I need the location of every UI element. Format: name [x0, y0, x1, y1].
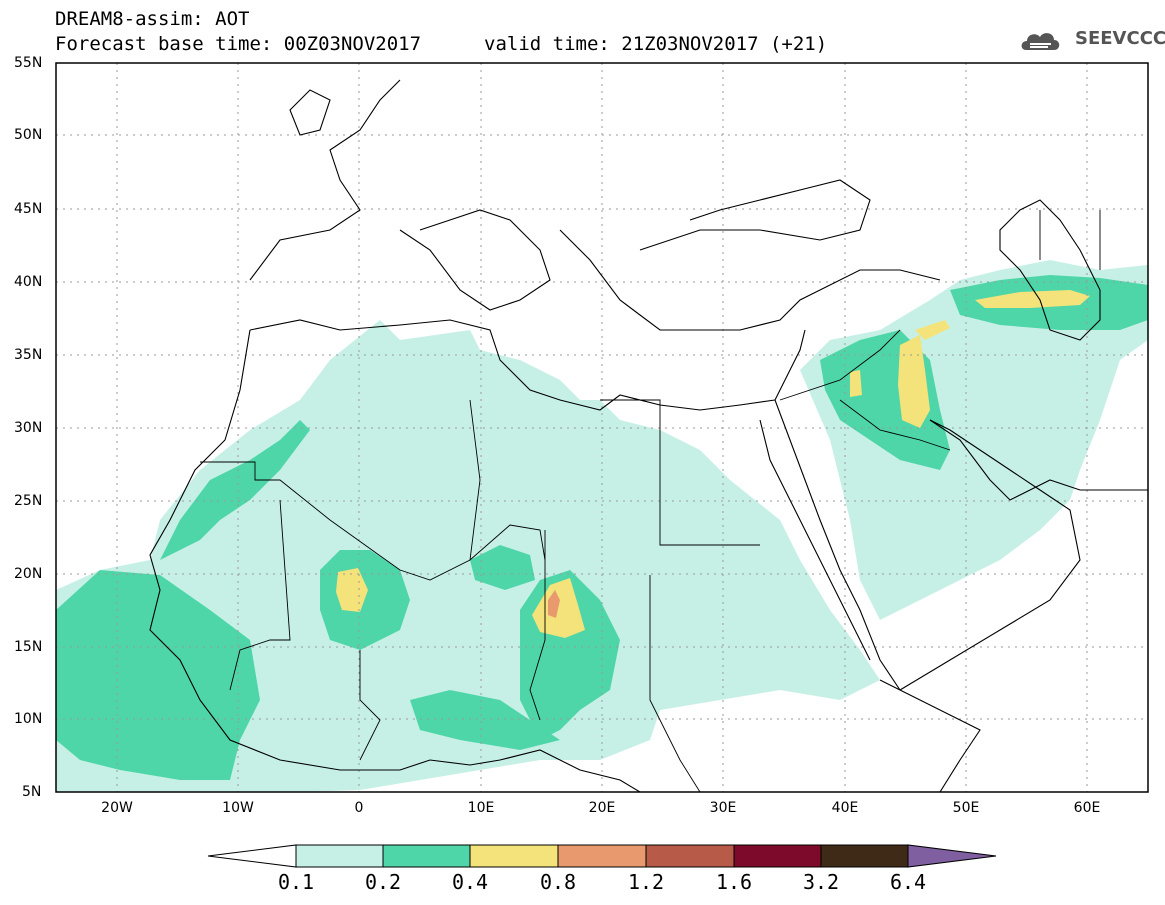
lon-label: 0 [354, 800, 364, 816]
colorbar-segment-7 [820, 844, 909, 868]
lon-label: 40E [831, 800, 859, 816]
lat-label: 50N [14, 127, 43, 143]
colorbar-segment-6 [733, 844, 822, 868]
lon-label: 30E [709, 800, 737, 816]
colorbar-label: 0.4 [451, 870, 489, 894]
colorbar-segment-5 [645, 844, 735, 868]
lon-label: 10E [467, 800, 495, 816]
colorbar-label: 0.1 [277, 870, 315, 894]
lon-label: 10W [222, 800, 254, 816]
colorbar-label: 1.6 [715, 870, 753, 894]
lat-label: 10N [14, 711, 43, 727]
colorbar [207, 844, 997, 868]
colorbar-segment-2 [382, 844, 471, 868]
colorbar-label: 3.2 [802, 870, 840, 894]
colorbar-label: 1.2 [627, 870, 665, 894]
valid-time: valid time: 21Z03NOV2017 (+21) [484, 33, 828, 55]
logo-text: SEEVCCC [1075, 28, 1165, 49]
map-frame [55, 62, 1149, 793]
colorbar-label: 0.8 [539, 870, 577, 894]
lon-label: 20W [101, 800, 133, 816]
lat-label: 35N [14, 347, 43, 363]
lat-label: 5N [22, 784, 42, 800]
lat-label: 30N [14, 420, 43, 436]
lat-label: 55N [14, 55, 43, 71]
lat-label: 45N [14, 201, 43, 217]
lat-label: 40N [14, 274, 43, 290]
lat-label: 20N [14, 566, 43, 582]
colorbar-label: 6.4 [889, 870, 927, 894]
colorbar-high-arrow [907, 844, 997, 868]
lat-label: 25N [14, 493, 43, 509]
coastlines [149, 79, 1148, 792]
aot-contours [56, 260, 1148, 792]
lat-label: 15N [14, 639, 43, 655]
colorbar-label: 0.2 [364, 870, 402, 894]
cloud-logo-icon [1021, 33, 1060, 50]
map-title: DREAM8-assim: AOT [55, 8, 250, 30]
colorbar-low-arrow [207, 844, 297, 868]
lon-label: 20E [588, 800, 616, 816]
lon-label: 60E [1073, 800, 1101, 816]
forecast-base-time: Forecast base time: 00Z03NOV2017 [55, 33, 422, 55]
lon-label: 50E [952, 800, 980, 816]
colorbar-segment-4 [557, 844, 647, 868]
graticule [56, 63, 1148, 792]
country-borders [200, 210, 1101, 792]
colorbar-segment-3 [469, 844, 559, 868]
colorbar-segment-1 [295, 844, 384, 868]
